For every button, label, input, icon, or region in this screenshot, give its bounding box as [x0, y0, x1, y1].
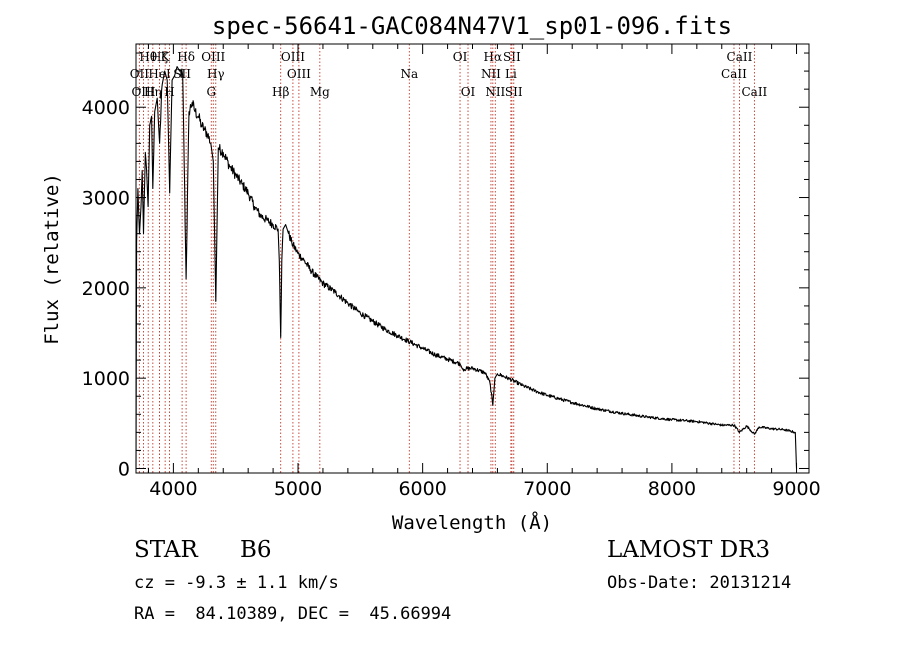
- spectral-line-label: CaII: [741, 85, 767, 99]
- observation-date: Obs-Date: 20131214: [607, 573, 792, 593]
- spectral-line-label: Na: [400, 67, 418, 81]
- chart-title: spec-56641-GAC084N47V1_sp01-096.fits: [212, 12, 732, 40]
- object-subclass: B6: [240, 537, 272, 563]
- y-tick-label: 1000: [82, 368, 130, 390]
- plot-frame: [135, 43, 810, 474]
- spectral-line-label: OI: [461, 85, 476, 99]
- object-class: STAR: [134, 537, 198, 563]
- spectral-line-label: OIII: [131, 85, 155, 99]
- survey-name: LAMOST DR3: [607, 537, 771, 563]
- spectrum-series-line: [135, 66, 798, 469]
- spectral-line-label: G: [206, 85, 216, 99]
- spectral-line-label: Hη: [144, 85, 162, 99]
- spectral-line-label: Li: [505, 67, 517, 81]
- spectral-line-label: Hγ: [207, 67, 225, 81]
- spectral-line-label: OIII: [201, 50, 225, 64]
- spectral-line-label: OI: [453, 50, 468, 64]
- ra-dec-coordinates: RA = 84.10389, DEC = 45.66994: [134, 604, 452, 624]
- spectral-line-label: Mg: [310, 85, 330, 99]
- y-tick-label: 4000: [82, 97, 130, 119]
- y-tick-label: 0: [118, 458, 130, 480]
- spectral-line-label: NII: [485, 85, 505, 99]
- x-tick-label: 7000: [523, 478, 571, 500]
- spectral-line-label: CaII: [727, 50, 753, 64]
- axis-ticks: 4000 5000 6000 7000 8000 9000 0 1000 2000 3000 400…: [82, 44, 821, 500]
- spectral-line-label: OIII: [281, 50, 305, 64]
- spectral-line-label: H: [164, 85, 174, 99]
- spectrum-chart: spec-56641-GAC084N47V1_sp01-096.fits Hθ O…: [41, 12, 821, 534]
- x-tick-label: 6000: [398, 478, 446, 500]
- spectral-line-label: SII: [505, 85, 523, 99]
- spectral-line-label: Hβ: [272, 85, 289, 99]
- spectral-line-label: Hζ: [151, 50, 168, 64]
- x-axis-label: Wavelength (Å): [392, 511, 552, 534]
- y-axis-label: Flux (relative): [41, 173, 63, 345]
- spectral-line-label: OII: [130, 67, 150, 81]
- x-tick-label: 8000: [648, 478, 696, 500]
- spectral-line-label: Hθ: [139, 50, 157, 64]
- spectral-line-label: OIII: [287, 67, 311, 81]
- x-tick-label: 5000: [274, 478, 322, 500]
- y-tick-label: 3000: [82, 188, 130, 210]
- y-tick-label: 2000: [82, 278, 130, 300]
- spectral-line-label: SII: [503, 50, 521, 64]
- spectral-line-label: HeI: [148, 67, 171, 81]
- spectral-line-label: K: [161, 50, 171, 64]
- x-tick-label: 4000: [149, 478, 197, 500]
- spectral-line-label: NII: [481, 67, 501, 81]
- spectral-line-label: Hα: [484, 50, 503, 64]
- x-tick-label: 9000: [772, 478, 820, 500]
- spectral-line-label: Hδ: [177, 50, 195, 64]
- redshift-cz: cz = -9.3 ± 1.1 km/s: [134, 573, 339, 593]
- spectral-line-label: CaII: [721, 67, 747, 81]
